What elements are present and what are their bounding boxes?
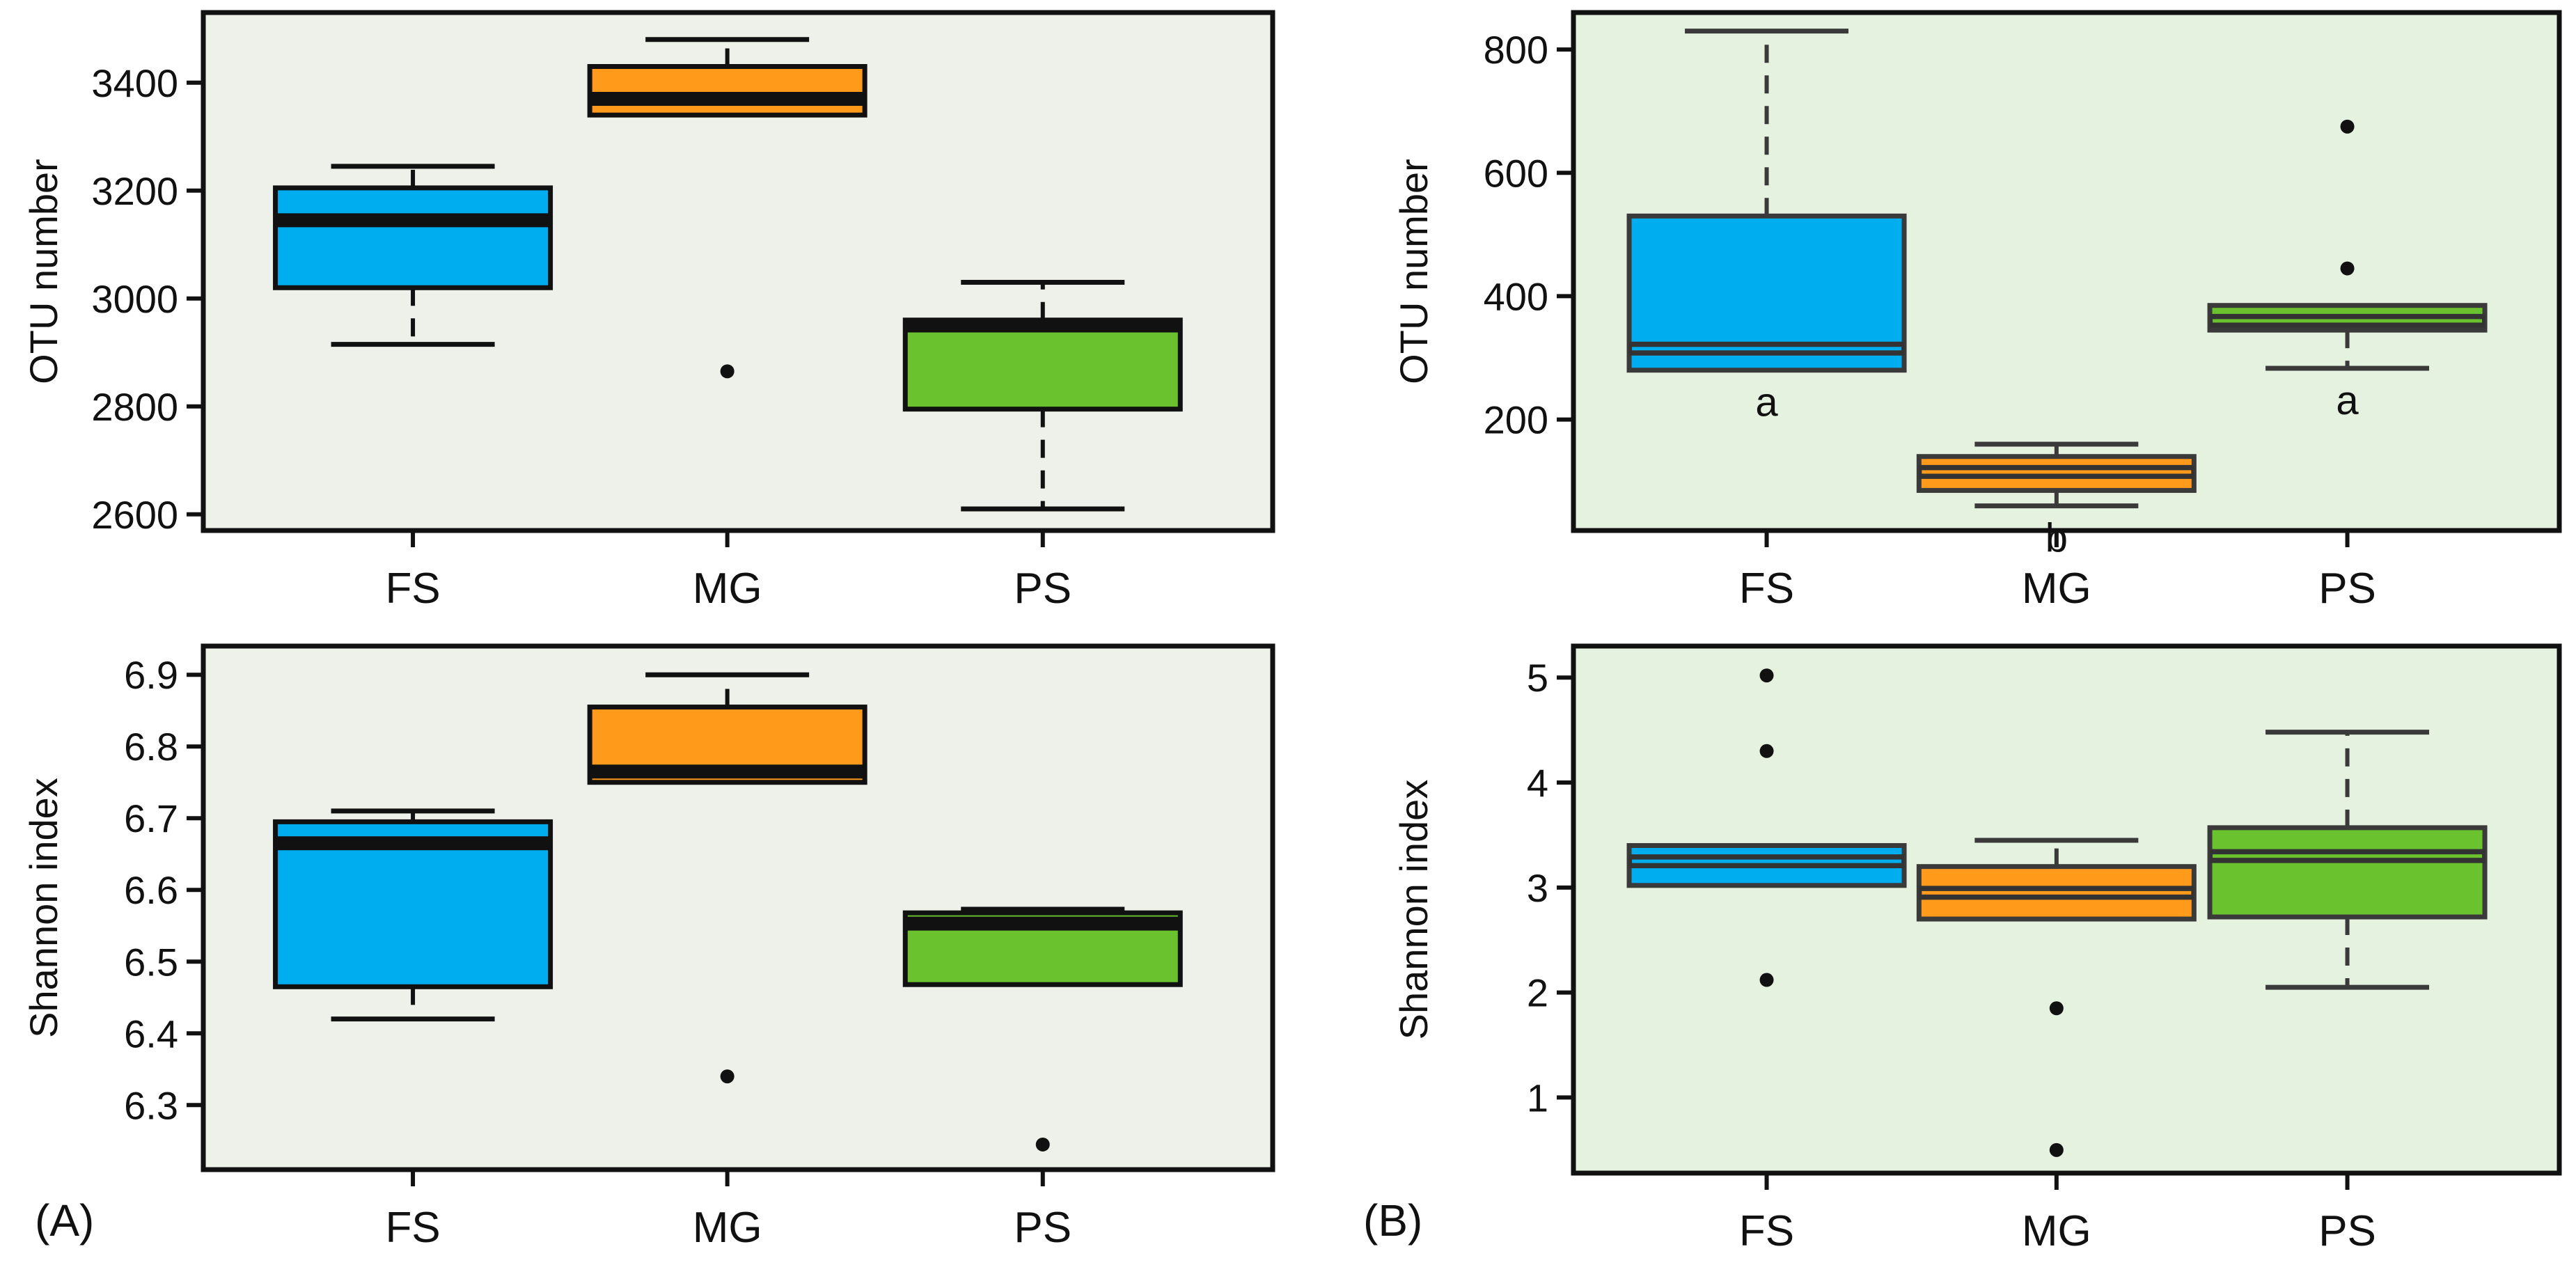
x-category-label: PS — [2318, 565, 2376, 613]
outlier-point — [720, 364, 735, 379]
y-tick-label: 4 — [1527, 761, 1548, 805]
y-tick-label: 2 — [1527, 971, 1548, 1015]
x-category-label: PS — [1014, 1204, 1071, 1252]
panel-a-shannon-chart: 6.3 6.4 6.5 6.6 6.7 6.8 6.9 Shannon index FS MG PS — [22, 643, 1275, 1252]
significance-letter: a — [2336, 378, 2359, 423]
y-tick-label: 6.5 — [124, 940, 178, 984]
y-tick-label: 6.9 — [124, 653, 178, 697]
y-tick-label: 600 — [1484, 151, 1548, 195]
box-mg — [587, 64, 867, 118]
outlier-point — [2340, 119, 2355, 134]
y-tick-label: 3400 — [91, 61, 178, 105]
x-category-label: PS — [1014, 565, 1071, 613]
x-category-label: FS — [385, 1204, 440, 1252]
y-tick-label: 1 — [1527, 1076, 1548, 1119]
x-category-label: MG — [693, 565, 762, 613]
box-ps — [902, 317, 1183, 412]
y-tick-label: 3 — [1527, 866, 1548, 910]
y-tick-label: 5 — [1527, 656, 1548, 700]
y-tick-label: 400 — [1484, 274, 1548, 318]
y-tick-label: 6.8 — [124, 725, 178, 769]
panel-b-shannon-chart: 1 2 3 4 5 Shannon index FS MG PS — [1392, 643, 2562, 1255]
y-tick-label: 2800 — [91, 385, 178, 429]
outlier-point — [1759, 973, 1774, 987]
x-category-label: MG — [693, 1204, 762, 1252]
x-category-label: MG — [2022, 565, 2091, 613]
panel-b-otu-chart: 200 400 600 800 OTU number FS a MGb PS a — [1392, 10, 2562, 613]
y-tick-label: 3000 — [91, 277, 178, 321]
y-axis-title: Shannon index — [1392, 780, 1436, 1040]
y-tick-label: 800 — [1484, 28, 1548, 72]
box-ps — [2207, 825, 2488, 920]
x-category-label: FS — [385, 565, 440, 613]
x-category-label: FS — [1739, 1207, 1794, 1255]
y-tick-label: 6.4 — [124, 1012, 178, 1055]
y-tick-label: 6.3 — [124, 1083, 178, 1127]
box-fs — [273, 185, 553, 290]
panel-a-otu-chart: 2600 2800 3000 3200 3400 OTU number FS MG PS — [22, 10, 1275, 613]
y-tick-label: 6.6 — [124, 868, 178, 912]
outlier-point — [720, 1069, 735, 1084]
significance-letter: a — [1755, 380, 1778, 425]
x-category-label: PS — [2318, 1207, 2376, 1255]
outlier-point — [2049, 1142, 2064, 1157]
outlier-point — [2340, 261, 2355, 276]
x-category-label: MG — [2022, 1207, 2091, 1255]
outlier-point — [1759, 668, 1774, 683]
outlier-point — [1759, 744, 1774, 758]
y-tick-label: 2600 — [91, 493, 178, 537]
y-axis-title: Shannon index — [22, 778, 65, 1038]
significance-letter: b — [2045, 516, 2068, 561]
panel-tag-a: (A) — [35, 1195, 94, 1246]
outlier-point — [2049, 1001, 2064, 1016]
x-category-label: FS — [1739, 565, 1794, 613]
y-axis-title: OTU number — [1392, 159, 1436, 384]
panel-tag-b: (B) — [1363, 1195, 1422, 1246]
outlier-point — [1035, 1137, 1050, 1152]
y-tick-label: 3200 — [91, 169, 178, 213]
y-tick-label: 200 — [1484, 398, 1548, 442]
y-axis-title: OTU number — [22, 159, 65, 384]
y-tick-label: 6.7 — [124, 796, 178, 840]
